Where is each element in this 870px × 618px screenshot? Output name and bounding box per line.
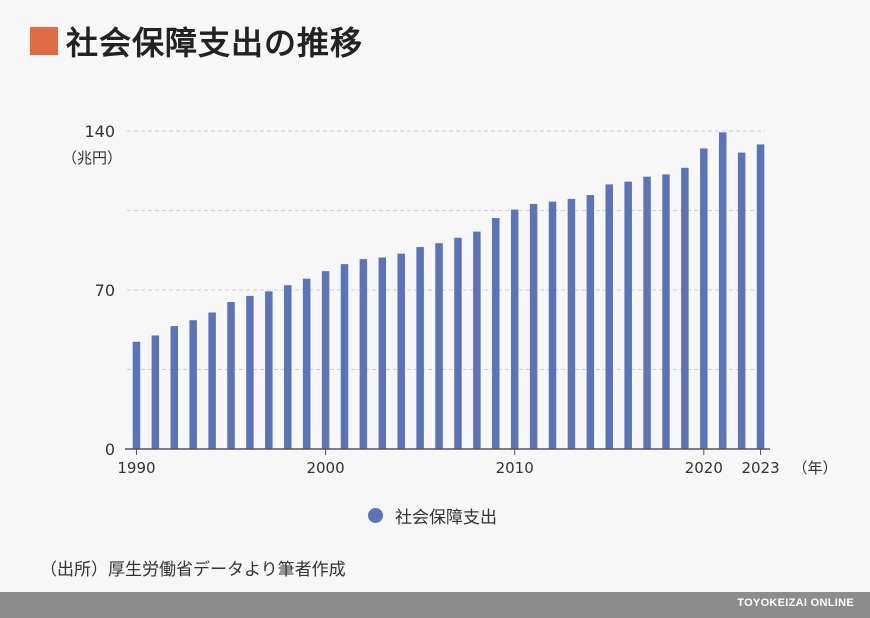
bar	[208, 312, 216, 449]
bar	[624, 181, 632, 449]
bar	[454, 237, 462, 449]
legend-marker	[368, 508, 383, 523]
chart-title: 社会保障支出の推移	[66, 24, 364, 62]
source-note: （出所）厚生労働省データより筆者作成	[40, 560, 346, 580]
bar	[643, 176, 651, 450]
footer-bar: TOYOKEIZAI ONLINE	[0, 592, 870, 618]
bar	[246, 295, 254, 449]
bar	[397, 253, 405, 449]
y-axis-label: （兆円）	[62, 149, 122, 167]
x-tick-label: 2010	[496, 459, 534, 477]
x-tick-label: 2023	[741, 459, 779, 477]
bar	[548, 201, 557, 449]
x-tick-label: 1990	[117, 459, 155, 477]
x-tick-label: 2020	[685, 459, 723, 477]
bar	[681, 167, 689, 449]
bar	[321, 271, 330, 449]
bar	[227, 302, 235, 449]
title-block: 社会保障支出の推移	[30, 18, 363, 64]
bar	[378, 257, 387, 449]
legend-label: 社会保障支出	[395, 508, 497, 528]
bar	[586, 195, 595, 449]
bar	[359, 259, 368, 449]
bar	[435, 243, 443, 449]
bar	[529, 203, 538, 449]
bar	[170, 326, 179, 449]
title-accent-square	[30, 27, 58, 55]
bar	[265, 291, 273, 449]
bar	[718, 132, 727, 449]
bar	[605, 184, 613, 449]
brand-name: TOYOKEIZAI ONLINE	[737, 597, 854, 609]
bar	[189, 320, 197, 449]
bar	[473, 231, 481, 449]
bar	[700, 148, 708, 450]
y-tick-label: 140	[84, 122, 115, 141]
legend: 社会保障支出	[368, 503, 497, 528]
y-tick-label: 70	[95, 281, 115, 300]
bar	[567, 198, 576, 449]
bar	[510, 209, 519, 449]
bar	[340, 264, 349, 449]
bar	[284, 285, 292, 449]
bar	[492, 217, 500, 449]
bar	[151, 335, 160, 449]
x-tick-label: 2000	[306, 459, 344, 477]
bar	[416, 247, 424, 449]
bar	[662, 174, 670, 450]
bar	[737, 152, 746, 450]
y-tick-label: 0	[105, 440, 115, 459]
bar	[756, 144, 765, 449]
bar	[302, 278, 311, 449]
bar	[132, 341, 141, 449]
x-axis-label: （年）	[792, 459, 837, 477]
